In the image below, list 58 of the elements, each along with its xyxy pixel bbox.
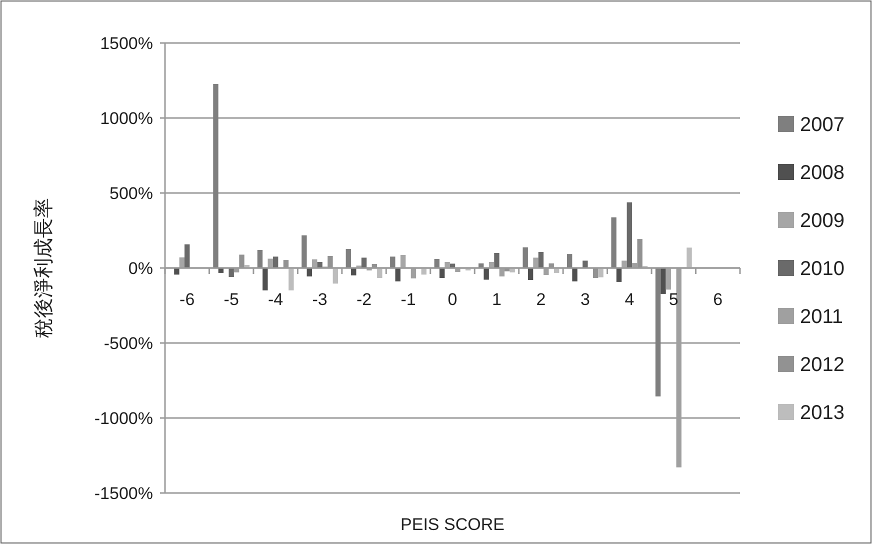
y-tick-label: -1000% [94,409,153,428]
y-tick-label: -1500% [94,484,153,503]
legend-label: 2008 [800,162,844,184]
bar [317,262,322,268]
x-tick-label: 1 [492,290,502,309]
y-tick-label: 500% [110,184,153,203]
x-tick-label: 5 [668,290,678,309]
y-tick-label: 0% [128,259,153,278]
bar [572,268,578,282]
x-tick-label: 3 [580,290,590,309]
bar [262,268,268,290]
bar [598,268,604,278]
legend-label: 2013 [800,402,844,424]
x-tick-label: 2 [536,290,546,309]
bar [228,268,234,277]
y-tick-label: 1500% [100,34,153,53]
bar [395,268,400,282]
bar [288,268,294,290]
bar [361,258,367,268]
bar [655,268,661,396]
bar [346,248,352,268]
x-tick-label: 4 [624,290,634,309]
bar [660,268,666,294]
x-tick-label: 6 [713,290,723,309]
legend-label: 2007 [800,114,844,136]
bar [616,268,622,282]
legend-label: 2012 [800,354,844,376]
bar [272,256,278,268]
bar [626,202,632,268]
legend-label: 2011 [800,306,844,328]
y-axis-title: 稅後淨利成長率 [33,198,55,338]
x-tick-label: -1 [400,290,416,309]
bar [377,268,382,278]
bar [566,254,572,268]
bar [434,259,440,268]
y-tick-label: -500% [104,334,153,353]
x-tick-label: -3 [312,290,328,309]
x-tick-label: -4 [268,290,284,309]
legend-label: 2010 [800,258,844,280]
bar [484,268,489,280]
x-axis-title: PEIS SCORE [400,515,504,534]
bar [390,256,396,268]
bar [184,244,190,268]
bar [686,248,692,268]
bar [302,235,307,268]
bar [494,253,500,268]
bar [538,252,544,268]
y-tick-label: 1000% [100,109,153,128]
bar [611,217,616,268]
bar [582,260,588,268]
legend-label: 2009 [800,210,844,232]
x-tick-label: -6 [180,290,195,309]
x-tick-label: -5 [224,290,239,309]
x-tick-label: -2 [356,290,372,309]
bar [257,250,263,268]
bar [213,84,218,268]
bar [522,247,528,268]
x-tick-label: 0 [448,290,458,309]
